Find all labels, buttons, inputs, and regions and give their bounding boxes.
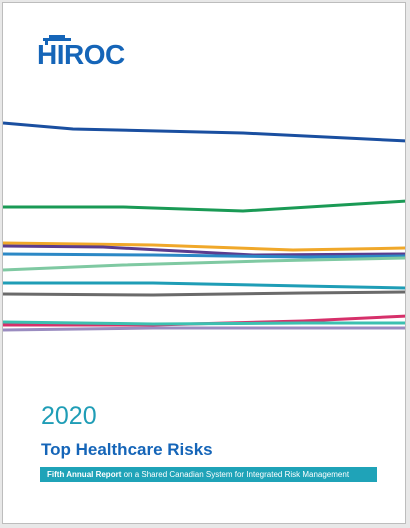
report-title: Top Healthcare Risks	[41, 440, 213, 459]
trend-line-blue	[3, 121, 405, 143]
subtitle-banner: Fifth Annual Report on a Shared Canadian…	[40, 467, 377, 482]
trend-line-lightblue	[3, 252, 405, 259]
report-year: 2020	[41, 402, 97, 430]
hiroc-logo: HIROC	[37, 35, 125, 70]
logo-text: HIROC	[37, 39, 125, 70]
subtitle-bold: Fifth Annual Report	[47, 470, 122, 479]
trend-line-teal	[3, 281, 405, 290]
subtitle-rest: on a Shared Canadian System for Integrat…	[121, 470, 350, 479]
decorative-trend-lines	[3, 121, 405, 332]
trend-line-purple	[3, 244, 405, 257]
trend-line-mint	[3, 256, 405, 272]
trend-line-orange	[3, 241, 405, 252]
trend-line-green	[3, 199, 405, 213]
hiroc-roof-icon	[43, 35, 71, 45]
report-cover: HIROC 2020 Top Healthcare Risks Fifth An…	[2, 2, 406, 524]
trend-line-grey	[3, 290, 405, 297]
trend-line-aqua	[3, 320, 405, 326]
trend-line-lavender	[3, 326, 405, 332]
